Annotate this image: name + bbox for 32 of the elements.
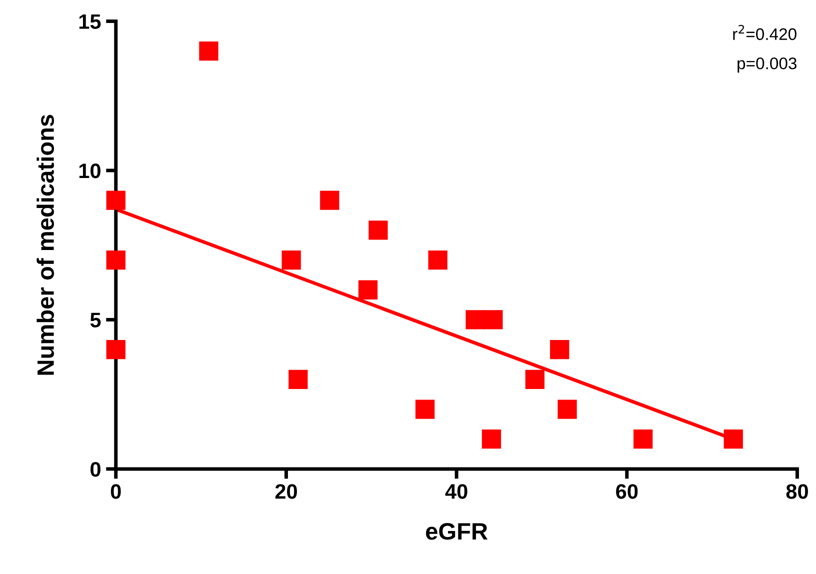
point [288,370,308,389]
point [106,190,126,210]
point [428,250,448,270]
point [466,310,485,330]
y-tick-label: 5 [90,312,101,328]
y-tick-label: 0 [90,462,100,477]
point [282,250,301,270]
annotation: r$^{2}$=0.420 [733,24,796,40]
x-axis-title: eGFR [426,523,488,540]
point [525,370,544,389]
point [415,400,435,419]
point [484,310,503,330]
x-tick-label: 60 [616,484,638,499]
point [482,430,502,449]
point [634,430,653,449]
x-tick-label: 0 [110,484,121,499]
point [320,190,340,210]
y-axis-title: Number of medications [36,114,54,375]
point [550,340,570,360]
point [724,430,743,449]
y-tick-label: 10 [79,163,100,178]
x-tick-label: 40 [445,484,468,499]
point [106,340,126,360]
point [106,250,126,270]
point [558,400,577,419]
x-tick-label: 80 [786,484,808,499]
annotation: p=0.003 [738,57,797,73]
point [368,220,388,240]
point [358,280,378,300]
x-tick-label: 20 [275,484,297,499]
point [199,42,218,61]
y-tick-label: 15 [79,14,101,29]
